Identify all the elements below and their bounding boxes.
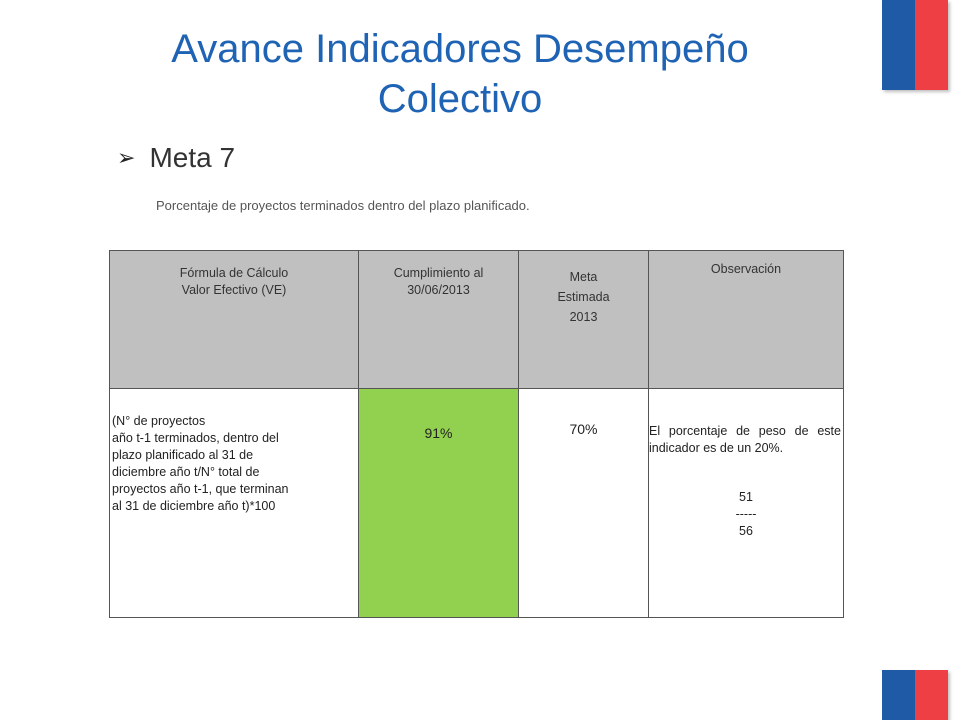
header-formula-label: Fórmula de Cálculo Valor Efectivo (VE) [179,266,289,297]
observacion-separator: ----- [735,507,757,521]
meta-cell: 70% [518,388,649,618]
formula-cell: (N° de proyectos año t-1 terminados, den… [109,388,359,618]
flag-blue-stripe [882,670,915,720]
indicator-table: Fórmula de Cálculo Valor Efectivo (VE) C… [109,250,844,618]
table-header-row: Fórmula de Cálculo Valor Efectivo (VE) C… [109,250,844,389]
header-observacion: Observación [648,250,844,389]
observacion-denominator: 56 [739,524,753,538]
flag-blue-stripe [882,0,915,90]
header-cumplimiento-label: Cumplimiento al 30/06/2013 [393,266,484,297]
header-meta-label: Meta Estimada 2013 [557,270,610,324]
header-cumplimiento: Cumplimiento al 30/06/2013 [358,250,519,389]
observacion-text: El porcentaje de peso de este indicador … [649,424,841,455]
flag-red-stripe [915,670,948,720]
header-meta: Meta Estimada 2013 [518,250,649,389]
flag-bottom-right [882,670,948,720]
meta-heading: ➢ Meta 7 [117,142,235,174]
cumplimiento-value: 91% [424,425,453,441]
page-title: Avance Indicadores Desempeño Colectivo [171,27,749,121]
cumplimiento-cell: 91% [358,388,519,618]
observacion-cell: El porcentaje de peso de este indicador … [648,388,844,618]
flag-top-right [882,0,948,90]
table-row: (N° de proyectos año t-1 terminados, den… [109,388,844,618]
meta-title: Meta 7 [149,142,236,173]
header-observacion-label: Observación [710,262,782,276]
flag-red-stripe [915,0,948,90]
header-formula: Fórmula de Cálculo Valor Efectivo (VE) [109,250,359,389]
arrow-bullet-icon: ➢ [117,145,136,170]
meta-description: Porcentaje de proyectos terminados dentr… [156,198,530,213]
meta-value: 70% [569,421,598,437]
observacion-numerator: 51 [739,490,753,504]
